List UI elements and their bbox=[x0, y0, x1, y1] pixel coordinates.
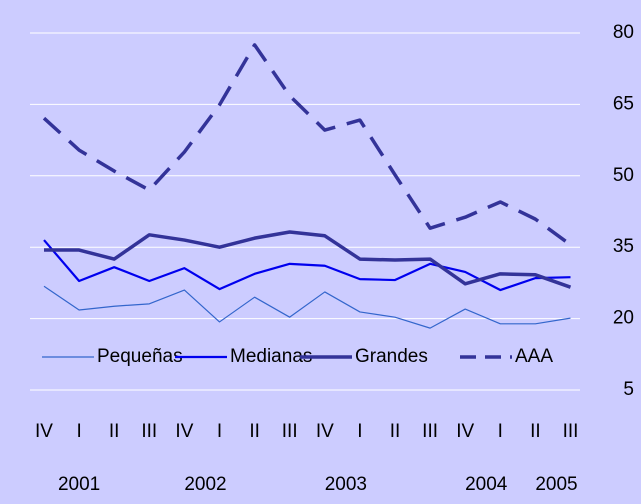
y-tick-label: 65 bbox=[613, 93, 634, 114]
series-line bbox=[43, 239, 571, 292]
series-line bbox=[44, 230, 572, 289]
y-tick-label: 5 bbox=[623, 379, 634, 400]
legend-label: Grandes bbox=[355, 346, 428, 367]
year-label: 2004 bbox=[465, 474, 508, 495]
legend-label: AAA bbox=[515, 346, 553, 367]
x-tick-label: IV bbox=[456, 421, 474, 442]
y-tick-label: 20 bbox=[613, 308, 634, 329]
x-tick-label: IV bbox=[175, 421, 193, 442]
x-tick-label: II bbox=[390, 421, 401, 442]
x-tick-label: IV bbox=[35, 421, 53, 442]
x-tick-label: III bbox=[422, 421, 438, 442]
legend-label: Medianas bbox=[230, 346, 312, 367]
y-tick-label: 35 bbox=[613, 236, 634, 257]
legend-label: Pequeñas bbox=[97, 346, 183, 367]
x-tick-label: IV bbox=[316, 421, 334, 442]
x-tick-label: III bbox=[563, 421, 579, 442]
x-tick-label: II bbox=[530, 421, 541, 442]
year-label: 2003 bbox=[325, 474, 367, 495]
year-label: 2002 bbox=[184, 474, 226, 495]
y-tick-label: 50 bbox=[613, 165, 634, 186]
series-line bbox=[43, 285, 571, 329]
x-tick-label: II bbox=[249, 421, 260, 442]
x-tick-label: I bbox=[76, 421, 81, 442]
x-tick-label: I bbox=[498, 421, 503, 442]
x-tick-label: III bbox=[141, 421, 157, 442]
x-tick-label: I bbox=[357, 421, 362, 442]
x-tick-label: III bbox=[282, 421, 298, 442]
x-tick-label: II bbox=[109, 421, 120, 442]
year-label: 2005 bbox=[535, 474, 577, 495]
series-line bbox=[42, 43, 572, 247]
year-label: 2001 bbox=[58, 474, 100, 495]
x-tick-label: I bbox=[217, 421, 222, 442]
y-tick-label: 80 bbox=[613, 22, 634, 43]
